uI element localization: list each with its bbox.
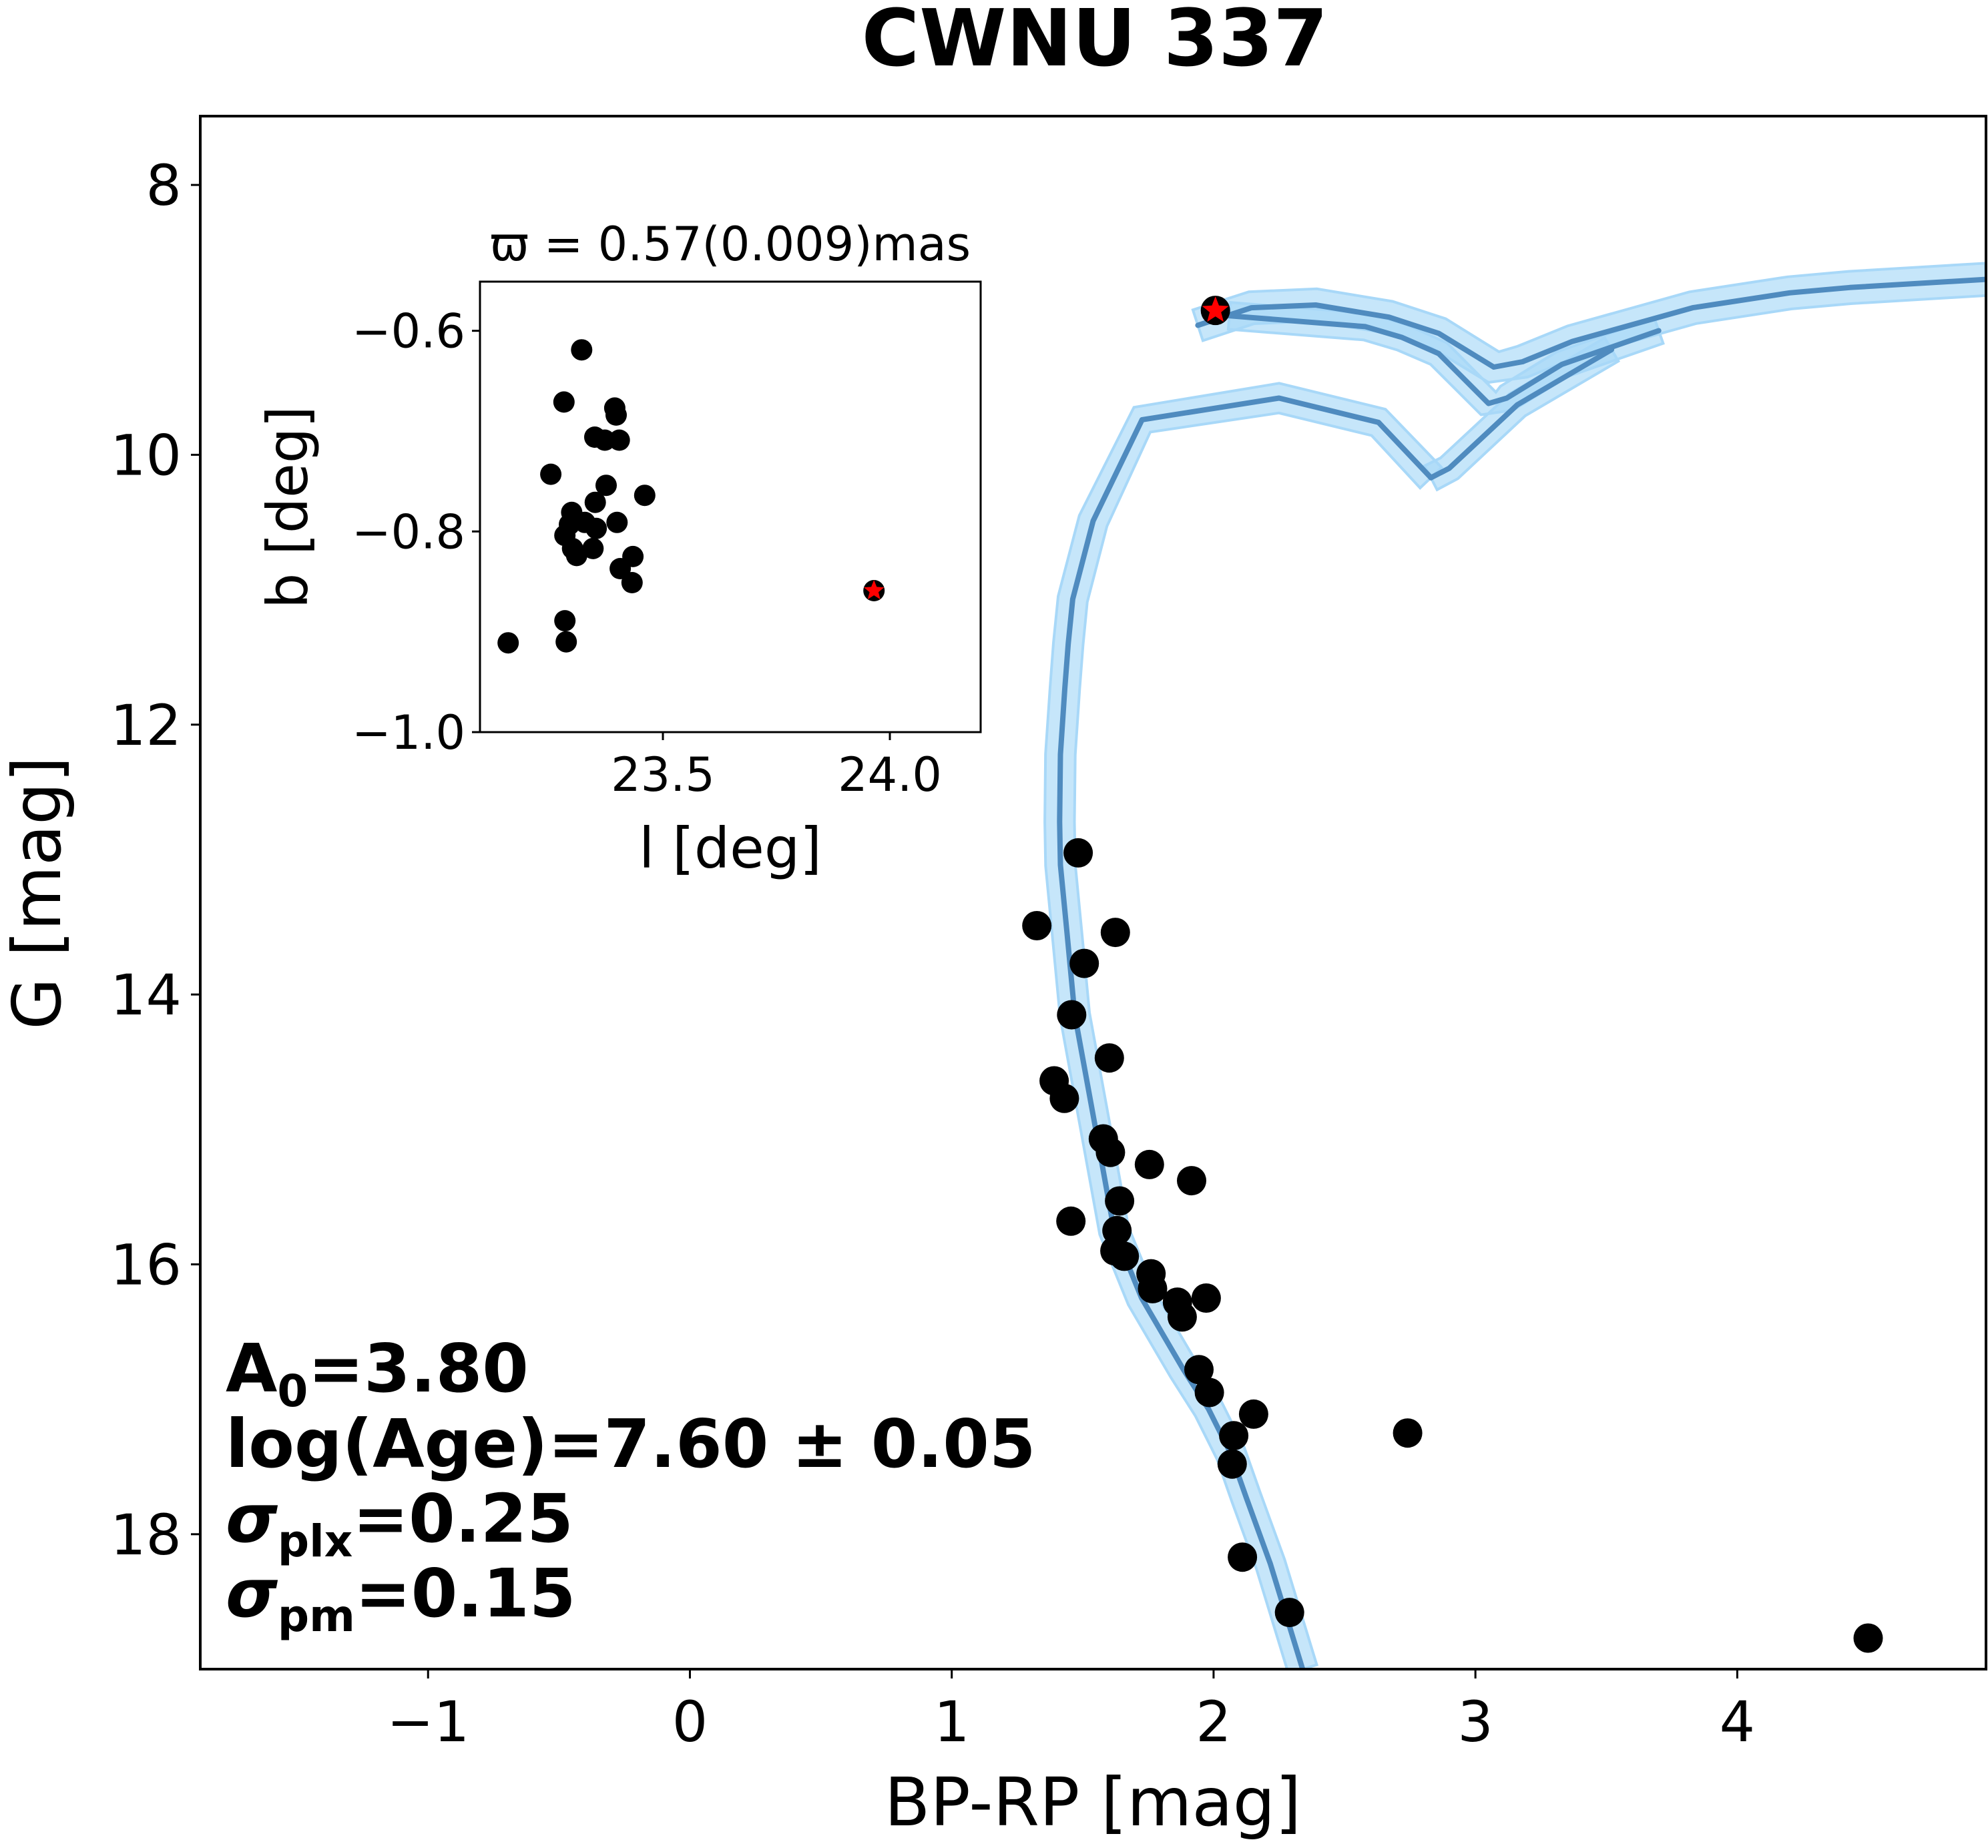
member-point: [1109, 1241, 1140, 1271]
inset-x-tick-label: 23.5: [611, 747, 715, 802]
inset-member-point: [585, 517, 607, 539]
member-point: [1022, 911, 1052, 940]
inset-member-point: [634, 485, 656, 507]
x-tick-label: −1: [387, 1689, 469, 1755]
isochrone-line-1: [1428, 346, 1615, 481]
isochrone-line-3: [1226, 313, 1662, 406]
member-point: [1274, 1598, 1304, 1628]
inset-member-point: [609, 558, 632, 579]
member-point: [1217, 1449, 1247, 1479]
x-axis-label: BP-RP [mag]: [885, 1763, 1302, 1841]
y-tick-label: 16: [110, 1232, 182, 1297]
member-point: [1184, 1355, 1214, 1385]
member-point: [1138, 1273, 1168, 1303]
inset-member-point: [595, 475, 617, 497]
x-tick-label: 3: [1457, 1689, 1493, 1755]
x-tick-label: 2: [1196, 1689, 1231, 1755]
member-point: [1177, 1166, 1206, 1196]
member-point: [1238, 1399, 1268, 1429]
inset-background: [480, 282, 981, 732]
inset-member-point: [584, 491, 606, 513]
y-tick-label: 10: [110, 422, 182, 488]
inset-member-point: [571, 339, 593, 361]
member-point: [1105, 1186, 1135, 1216]
inset-member-point: [553, 391, 575, 413]
member-point: [1100, 918, 1130, 948]
member-point: [1393, 1418, 1423, 1448]
inset-y-axis-ticks: −0.6 −0.8 −1.0: [352, 304, 480, 760]
member-point: [1191, 1283, 1221, 1313]
inset-y-tick-label: −0.6: [352, 304, 465, 359]
inset-x-tick-label: 24.0: [838, 747, 942, 802]
inset-y-tick-label: −1.0: [352, 705, 465, 760]
inset-red-star-icon: [864, 580, 885, 599]
annotation-line: A0=3.80: [226, 1329, 529, 1417]
member-points: [1022, 838, 1883, 1653]
highlighted-star-marker: [1200, 296, 1230, 326]
y-axis-ticks: 8 10 12 14 16 18: [110, 153, 200, 1568]
inset-member-point: [565, 545, 587, 567]
y-tick-label: 12: [110, 693, 182, 758]
inset-title-parallax: ϖ = 0.57(0.009)mas: [490, 217, 971, 272]
inset-member-point: [555, 631, 577, 653]
inset-x-axis-ticks: 23.5 24.0: [611, 732, 942, 802]
member-point: [1167, 1302, 1197, 1332]
inset-y-tick-label: −0.8: [352, 505, 465, 559]
x-tick-label: 4: [1720, 1689, 1755, 1755]
inset-axes-frame: [479, 280, 982, 733]
inset-member-point: [605, 404, 627, 426]
y-tick-label: 8: [146, 153, 182, 218]
main-axes-frame: [199, 115, 1987, 1670]
inset-member-point: [554, 610, 576, 632]
member-point: [1095, 1137, 1126, 1167]
annotation-line: σplx=0.25: [226, 1480, 573, 1567]
inset-member-point: [606, 511, 628, 533]
isochrone-line-0: [1057, 395, 1434, 1669]
x-tick-label: 0: [672, 1689, 708, 1755]
x-axis-ticks: −1 0 1 2 3 4: [387, 1669, 1755, 1755]
x-tick-label: 1: [934, 1689, 969, 1755]
member-point: [1194, 1377, 1224, 1408]
chart-title: CWNU 337: [862, 0, 1328, 84]
inset-x-axis-label: l [deg]: [639, 816, 822, 881]
member-point: [1057, 1000, 1087, 1030]
inset-member-point: [608, 429, 630, 451]
annotation-line: log(Age)=7.60 ± 0.05: [226, 1405, 1035, 1483]
annotation-line: σpm=0.15: [226, 1554, 575, 1642]
y-tick-label: 14: [110, 962, 182, 1028]
inset-member-point: [540, 463, 562, 485]
member-point: [1069, 948, 1099, 978]
inset-member-point: [497, 632, 519, 654]
inset-member-points: [497, 339, 656, 654]
member-point: [1049, 1083, 1079, 1113]
member-point: [1853, 1623, 1883, 1653]
isochrone-band-0: [1043, 382, 1444, 1669]
red-star-icon: [1202, 296, 1229, 322]
isochrone-lines: [1057, 276, 1986, 1669]
member-point: [1056, 1206, 1086, 1236]
inset-member-point: [621, 572, 643, 593]
isochrone-bands: [1043, 262, 1986, 1669]
member-point: [1228, 1542, 1258, 1572]
isochrone-line-2: [1195, 276, 1986, 370]
y-tick-label: 18: [110, 1502, 182, 1568]
inset-y-axis-label: b [deg]: [255, 406, 320, 609]
inset-member-point: [582, 537, 604, 559]
member-point: [1063, 838, 1093, 868]
y-axis-label: G [mag]: [0, 756, 76, 1029]
inset-highlighted-star-marker: [863, 580, 885, 602]
member-point: [1094, 1043, 1124, 1073]
member-point: [1219, 1421, 1249, 1451]
member-point: [1134, 1149, 1164, 1179]
